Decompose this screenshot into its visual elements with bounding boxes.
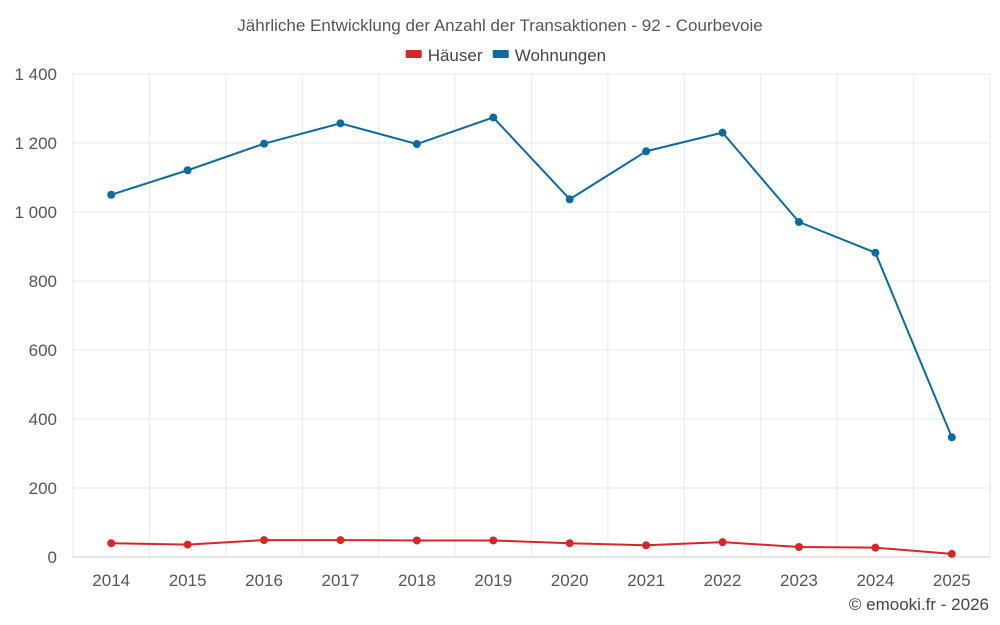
y-tick-label: 400 <box>29 410 57 429</box>
data-point[interactable] <box>718 538 727 547</box>
legend-item-label[interactable]: Wohnungen <box>515 46 606 65</box>
data-point[interactable] <box>336 536 345 545</box>
x-tick-label: 2020 <box>551 571 589 590</box>
chart-title: Jährliche Entwicklung der Anzahl der Tra… <box>237 16 762 35</box>
y-tick-label: 200 <box>29 479 57 498</box>
data-point[interactable] <box>871 248 880 257</box>
data-point[interactable] <box>412 140 421 149</box>
data-point[interactable] <box>718 128 727 137</box>
data-point[interactable] <box>489 113 498 122</box>
x-axis: 2014 2015 2016 2017 2018 2019 2020 2021 2022 2023… <box>92 571 970 590</box>
y-axis: 0 200 400 600 800 1 000 1 200 1 400 <box>14 65 57 567</box>
x-tick-label: 2019 <box>474 571 512 590</box>
data-point[interactable] <box>642 147 651 156</box>
data-point[interactable] <box>336 119 345 128</box>
y-tick-label: 1 200 <box>14 134 57 153</box>
credit-text: © emooki.fr - 2026 <box>849 595 989 614</box>
x-tick-label: 2023 <box>780 571 818 590</box>
x-tick-label: 2015 <box>169 571 207 590</box>
y-tick-label: 600 <box>29 341 57 360</box>
x-tick-label: 2025 <box>933 571 971 590</box>
data-point[interactable] <box>183 166 192 175</box>
data-point[interactable] <box>107 190 116 199</box>
x-tick-label: 2018 <box>398 571 436 590</box>
legend-swatch <box>405 50 422 58</box>
x-tick-label: 2014 <box>92 571 130 590</box>
data-point[interactable] <box>947 433 956 442</box>
data-point[interactable] <box>183 540 192 549</box>
data-point[interactable] <box>794 542 803 551</box>
data-point[interactable] <box>260 536 269 545</box>
x-tick-label: 2016 <box>245 571 283 590</box>
series-group <box>107 113 956 558</box>
x-tick-label: 2024 <box>856 571 894 590</box>
data-point[interactable] <box>565 539 574 548</box>
data-point[interactable] <box>947 549 956 558</box>
data-point[interactable] <box>412 536 421 545</box>
x-tick-label: 2017 <box>322 571 360 590</box>
x-tick-label: 2021 <box>627 571 665 590</box>
data-point[interactable] <box>260 139 269 148</box>
series-line-1 <box>110 116 953 438</box>
legend: Häuser Wohnungen <box>405 46 606 65</box>
grid <box>72 73 991 558</box>
y-tick-label: 1 400 <box>14 65 57 84</box>
legend-item-label[interactable]: Häuser <box>428 46 483 65</box>
y-tick-label: 1 000 <box>14 203 57 222</box>
data-point[interactable] <box>642 541 651 550</box>
data-point[interactable] <box>107 539 116 548</box>
data-point[interactable] <box>871 543 880 552</box>
data-point[interactable] <box>565 195 574 204</box>
series-line-0 <box>111 539 952 555</box>
y-tick-label: 800 <box>29 272 57 291</box>
data-point[interactable] <box>489 536 498 545</box>
x-tick-label: 2022 <box>704 571 742 590</box>
data-point[interactable] <box>794 218 803 227</box>
legend-swatch <box>492 50 509 58</box>
y-tick-label: 0 <box>48 548 57 567</box>
